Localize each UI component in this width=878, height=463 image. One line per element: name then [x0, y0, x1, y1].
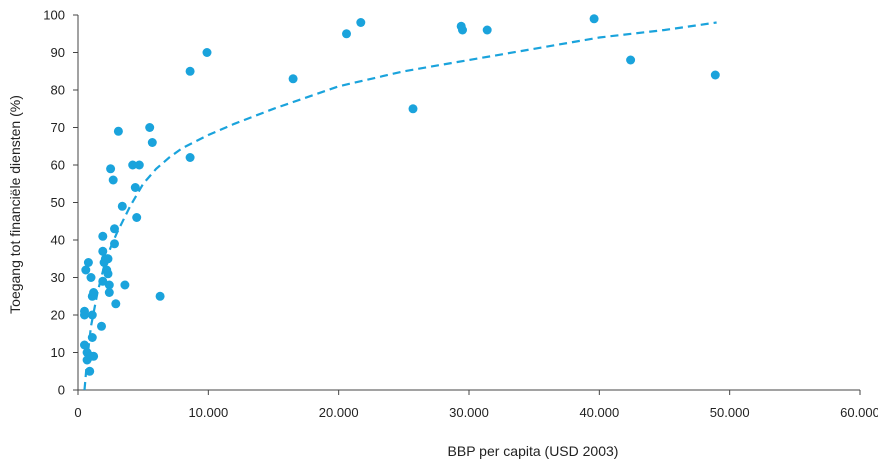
x-tick-label: 50.000	[710, 405, 750, 420]
data-point	[128, 160, 138, 170]
x-tick-label: 20.000	[319, 405, 359, 420]
data-point	[155, 291, 165, 301]
data-point	[185, 66, 195, 76]
data-point	[134, 160, 144, 170]
data-point	[106, 164, 116, 174]
data-point	[202, 48, 212, 57]
y-tick-label: 20	[51, 308, 65, 323]
data-point	[710, 70, 720, 80]
x-tick-label: 60.000	[840, 405, 878, 420]
data-point	[104, 280, 114, 290]
data-point	[110, 224, 119, 234]
data-point	[342, 29, 351, 39]
data-point	[482, 25, 492, 35]
data-point	[97, 321, 106, 331]
data-point	[356, 18, 366, 27]
y-tick-label: 90	[51, 45, 65, 60]
y-tick-label: 10	[51, 345, 65, 360]
data-point	[103, 254, 113, 264]
trendline	[83, 21, 717, 391]
data-point	[458, 25, 467, 35]
data-point	[589, 14, 599, 24]
x-tick-label: 40.000	[579, 405, 619, 420]
data-point	[85, 366, 95, 376]
data-point	[111, 299, 121, 309]
data-point	[288, 74, 298, 84]
data-point	[110, 239, 119, 249]
y-tick-label: 30	[51, 270, 65, 285]
ticks: 0 10 20 30 40 50 60 70 80 90 100 0 10.000 20.000 30.00…	[43, 8, 878, 421]
data-points	[80, 14, 720, 376]
data-point	[108, 175, 118, 185]
y-tick-label: 50	[51, 195, 65, 210]
y-axis-title: Toegang tot financiële diensten (%)	[7, 95, 23, 314]
data-point	[132, 213, 142, 222]
data-point	[83, 258, 93, 267]
trendline-layer	[83, 21, 717, 391]
data-point	[626, 55, 636, 65]
data-point	[103, 269, 113, 279]
data-point	[86, 273, 96, 282]
data-point	[185, 153, 195, 162]
x-tick-label: 10.000	[188, 405, 228, 420]
y-tick-label: 70	[51, 120, 65, 135]
data-point	[98, 246, 108, 256]
y-tick-label: 40	[51, 233, 65, 248]
data-point	[145, 123, 155, 132]
y-tick-label: 60	[51, 158, 65, 173]
data-point	[81, 265, 91, 275]
data-point	[147, 138, 157, 147]
data-point	[130, 183, 140, 192]
data-point	[98, 231, 108, 241]
data-point	[87, 310, 97, 320]
x-tick-label: 30.000	[449, 405, 489, 420]
data-point	[117, 201, 127, 211]
data-point	[87, 333, 97, 342]
data-point	[113, 126, 123, 136]
y-tick-label: 0	[58, 383, 65, 398]
axes	[77, 15, 860, 391]
data-point	[104, 288, 114, 297]
y-tick-label: 100	[43, 8, 65, 23]
data-point	[89, 288, 99, 297]
x-tick-label: 0	[74, 405, 81, 420]
y-tick-label: 80	[51, 83, 65, 98]
data-point	[89, 351, 99, 361]
data-point	[408, 104, 418, 114]
data-point	[120, 280, 130, 290]
x-axis-title: BBP per capita (USD 2003)	[448, 443, 619, 459]
data-point	[80, 340, 89, 350]
data-point	[80, 310, 89, 320]
